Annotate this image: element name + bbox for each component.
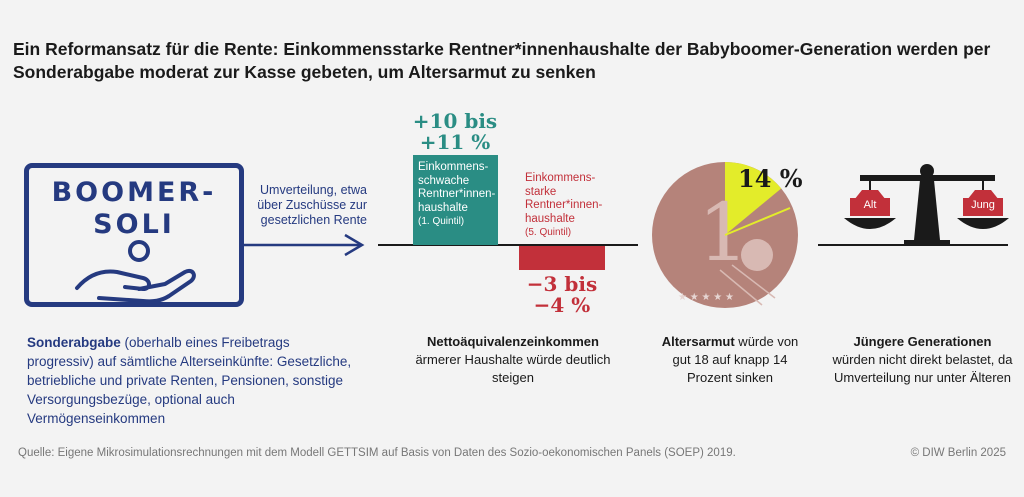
logo-line-1: BOOMER-	[51, 177, 217, 208]
copyright: © DIW Berlin 2025	[910, 447, 1006, 459]
positive-bar-label: Einkommens-schwache Rentner*innen-hausha…	[418, 161, 498, 229]
negative-bar-label: Einkommens-starke Rentner*innen-haushalt…	[525, 172, 605, 240]
bar-quintile-1	[413, 155, 498, 245]
levy-caption-bold: Sonderabgabe	[27, 335, 121, 350]
positive-value: +10 bis +11 %	[412, 109, 498, 154]
negative-value: −3 bis −4 %	[526, 272, 598, 317]
hand-coin-icon	[75, 240, 196, 304]
figure-title: Ein Reformansatz für die Rente: Einkomme…	[13, 39, 991, 82]
redistribution-label: Umverteilung, etwa über Zuschüsse zur ge…	[257, 183, 367, 227]
young-caption-text: würden nicht direkt belastet, da Umverte…	[832, 352, 1013, 385]
logo-line-2: SOLI	[93, 209, 175, 240]
poverty-share-label: 14 %	[738, 164, 803, 193]
poverty-caption-bold: Altersarmut	[661, 334, 735, 349]
poverty-caption: Altersarmut würde von gut 18 auf knapp 1…	[660, 333, 800, 387]
scale-left-label: Alt	[863, 199, 877, 211]
coin-stars: ★ ★ ★ ★ ★	[678, 292, 734, 303]
young-caption-bold: Jüngere Generationen	[853, 334, 992, 349]
levy-caption: Sonderabgabe (oberhalb eines Freibetrags…	[27, 333, 357, 428]
income-caption: Nettoäquivalenzeinkommen ärmerer Haushal…	[398, 333, 628, 387]
income-caption-bold: Nettoäquivalenzeinkommen	[427, 334, 599, 349]
scale-right-label: Jung	[971, 199, 995, 211]
euro-coin-icon: 1 ★ ★ ★ ★ ★	[652, 162, 798, 308]
negative-quintile: (5. Quintil)	[525, 227, 572, 238]
coin-digit: 1	[698, 186, 749, 279]
poverty-share-wedge	[725, 162, 782, 235]
positive-quintile: (1. Quintil)	[418, 216, 465, 227]
positive-bar-text: Einkommens-schwache Rentner*innen-hausha…	[418, 161, 496, 214]
poverty-caption-text: würde von gut 18 auf knapp 14 Prozent si…	[672, 334, 799, 385]
arrow-head	[344, 233, 365, 257]
negative-bar-text: Einkommens-starke Rentner*innen-haushalt…	[525, 172, 603, 225]
boomer-soli-logo: BOOMER- SOLI	[24, 163, 244, 307]
levy-caption-text: (oberhalb eines Freibetrags progressiv) …	[27, 335, 352, 426]
coin-globe	[741, 239, 773, 271]
income-caption-text: ärmerer Haushalte würde deutlich steigen	[415, 352, 611, 385]
balance-scale-icon	[844, 164, 1009, 246]
source-note: Quelle: Eigene Mikrosimulationsrechnunge…	[18, 447, 736, 459]
bar-quintile-5	[519, 246, 605, 270]
young-caption: Jüngere Generationen würden nicht direkt…	[830, 333, 1015, 387]
